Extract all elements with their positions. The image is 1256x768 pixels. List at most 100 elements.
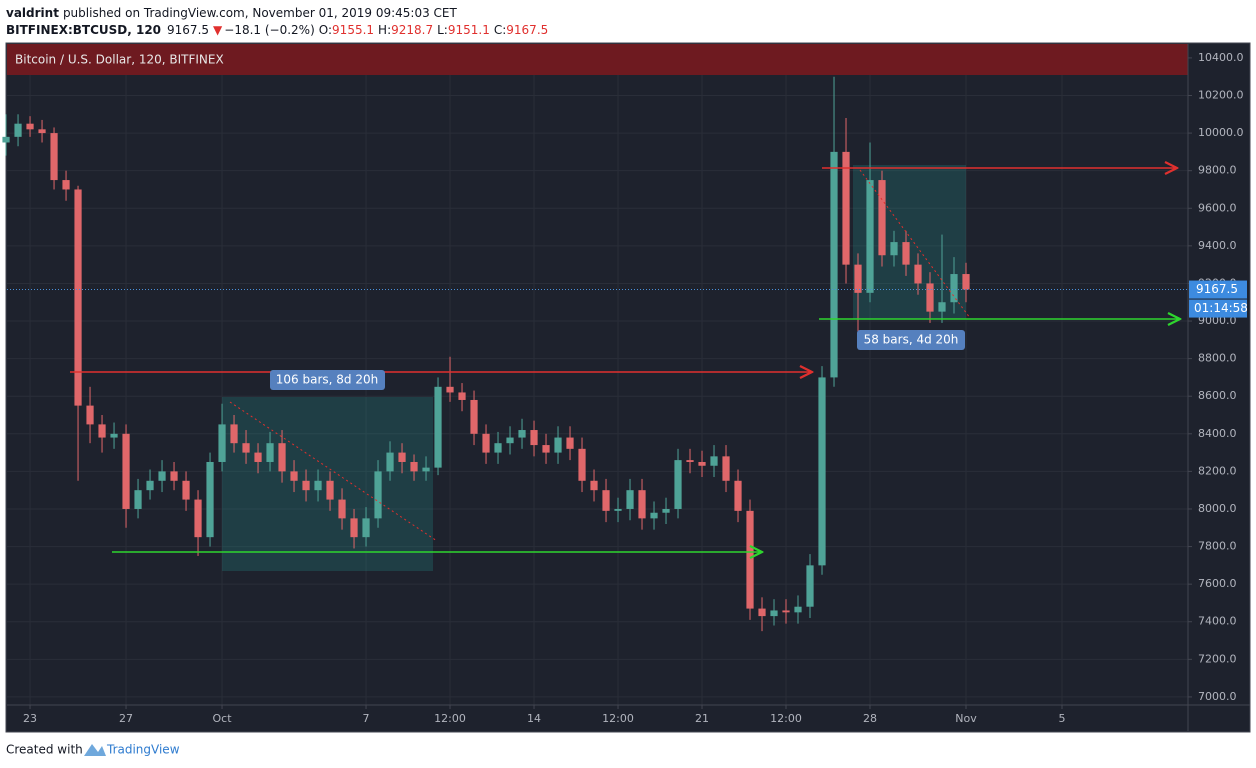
candle-body	[746, 510, 754, 609]
candle-body	[2, 136, 10, 143]
candle-body	[26, 123, 34, 130]
y-tick-label: 8400.0	[1198, 427, 1237, 440]
y-tick-label: 8600.0	[1198, 389, 1237, 402]
y-tick-label: 7400.0	[1198, 615, 1237, 628]
candle-body	[314, 480, 322, 491]
candle-body	[158, 471, 166, 481]
footer-background	[0, 733, 1256, 768]
candle-body	[566, 437, 574, 449]
ohlc-label: L:	[437, 23, 448, 37]
candle-body	[182, 480, 190, 500]
trend-line	[229, 401, 438, 542]
symbol: BITFINEX:BTCUSD, 120	[6, 23, 161, 37]
x-tick-label: 27	[119, 712, 133, 725]
candle-body	[266, 443, 274, 462]
candle-body	[74, 189, 82, 406]
y-tick-label: 8000.0	[1198, 502, 1237, 515]
y-tick-label: 7200.0	[1198, 652, 1237, 665]
candle-body	[86, 405, 94, 425]
candle-body	[410, 461, 418, 472]
candle-body	[362, 518, 370, 538]
candle-body	[830, 151, 838, 378]
footer-created: Created with	[6, 743, 83, 757]
candle-body	[650, 512, 658, 519]
candle-body	[926, 283, 934, 312]
candle-body	[338, 499, 346, 519]
ohlc-label: O:	[319, 23, 332, 37]
candle-body	[194, 499, 202, 538]
candle-body	[206, 461, 214, 538]
y-tick-label: 9800.0	[1198, 164, 1237, 177]
last-price-label: 9167.5	[1196, 282, 1238, 296]
ohlc-value: 9151.1	[448, 23, 490, 37]
y-tick-label: 9600.0	[1198, 201, 1237, 214]
candle-body	[614, 508, 622, 511]
candle-body	[878, 180, 886, 256]
last: 9167.5	[167, 23, 209, 37]
chart-panel	[5, 42, 1251, 733]
publish-line: valdrint published on TradingView.com, No…	[6, 6, 458, 20]
candle-body	[146, 480, 154, 491]
candle-body	[38, 129, 46, 134]
annotation-box	[857, 330, 965, 350]
y-tick-label: 8200.0	[1198, 464, 1237, 477]
candle-body	[902, 242, 910, 265]
x-tick-label: 12:00	[770, 712, 802, 725]
candle-body	[722, 456, 730, 481]
title-band	[7, 44, 1188, 75]
candle-body	[818, 377, 826, 566]
y-tick-label: 10200.0	[1198, 88, 1244, 101]
candle-body	[230, 424, 238, 444]
candle-body	[638, 490, 646, 519]
countdown-label: 01:14:58	[1194, 301, 1248, 315]
y-tick-label: 7000.0	[1198, 690, 1237, 703]
candle-body	[626, 490, 634, 509]
x-tick-label: Nov	[955, 712, 977, 725]
countdown-tag	[1189, 299, 1247, 318]
candle-body	[242, 443, 250, 453]
candle-body	[710, 456, 718, 466]
x-tick-label: 12:00	[434, 712, 466, 725]
candle-body	[434, 386, 442, 468]
candle-body	[14, 123, 22, 137]
tradingview-logo	[84, 744, 106, 756]
candle-body	[842, 151, 850, 265]
candle-body	[542, 445, 550, 453]
candle-body	[62, 180, 70, 190]
candle-body	[482, 433, 490, 453]
symbol-line: BITFINEX:BTCUSD, 120 9167.5 ▼ −18.1 (−0.2%)…	[6, 23, 548, 37]
candle-body	[806, 565, 814, 607]
x-tick-label: 7	[363, 712, 370, 725]
y-tick-label: 8800.0	[1198, 352, 1237, 365]
candle-body	[422, 467, 430, 472]
footer-brand: TradingView	[106, 743, 180, 757]
candle-body	[698, 461, 706, 466]
candle-body	[290, 471, 298, 481]
trend-line	[859, 169, 971, 319]
candle-body	[674, 460, 682, 509]
candle-body	[98, 424, 106, 438]
candle-body	[914, 264, 922, 284]
annotation-box	[270, 370, 385, 390]
y-tick-label: 7600.0	[1198, 577, 1237, 590]
arrow: ▼	[213, 23, 223, 37]
candle-body	[854, 264, 862, 293]
candle-body	[278, 443, 286, 472]
candle-body	[350, 518, 358, 538]
candle-body	[170, 471, 178, 481]
published: published on TradingView.com, November 0…	[63, 6, 458, 20]
candle-body	[122, 433, 130, 509]
candle-body	[950, 274, 958, 303]
candle-body	[458, 392, 466, 400]
candle-body	[530, 430, 538, 446]
x-tick-label: 5	[1059, 712, 1066, 725]
ohlc-label: C:	[494, 23, 506, 37]
chart-title: Bitcoin / U.S. Dollar, 120, BITFINEX	[15, 53, 224, 67]
y-tick-label: 10000.0	[1198, 126, 1244, 139]
y-tick-label: 9400.0	[1198, 239, 1237, 252]
candle-body	[386, 452, 394, 472]
x-tick-label: 21	[695, 712, 709, 725]
x-tick-label: Oct	[213, 712, 233, 725]
candle-body	[578, 448, 586, 481]
